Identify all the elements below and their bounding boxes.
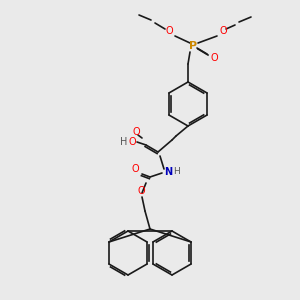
Text: O: O bbox=[137, 186, 145, 196]
Text: O: O bbox=[132, 127, 140, 137]
Text: P: P bbox=[189, 41, 197, 51]
Text: O: O bbox=[165, 26, 173, 36]
Text: N: N bbox=[164, 167, 172, 177]
Text: O: O bbox=[131, 164, 139, 174]
Text: O: O bbox=[219, 26, 227, 36]
Text: O: O bbox=[210, 53, 218, 63]
Text: H: H bbox=[120, 137, 128, 147]
Text: O: O bbox=[128, 137, 136, 147]
Text: H: H bbox=[172, 167, 179, 176]
